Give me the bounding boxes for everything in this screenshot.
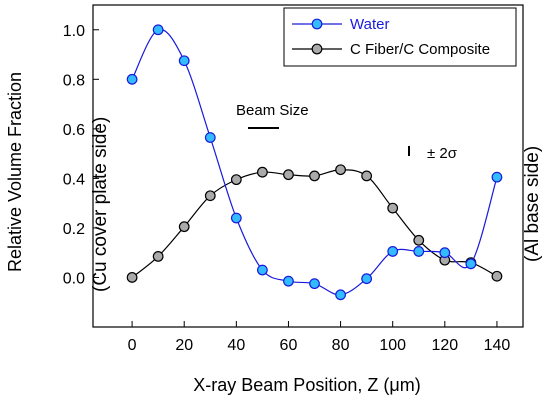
y-tick-label: 0.0 bbox=[63, 270, 85, 287]
right-side-label: (Al base side) bbox=[522, 146, 543, 262]
x-tick-label: 60 bbox=[280, 337, 298, 354]
data-point-composite bbox=[152, 251, 164, 262]
data-point-water bbox=[335, 289, 346, 301]
beam-size-label: Beam Size bbox=[236, 102, 309, 119]
y-axis-title: Relative Volume Fraction bbox=[5, 72, 25, 272]
data-point-composite bbox=[204, 190, 216, 202]
data-point-water bbox=[387, 246, 399, 257]
data-point-water bbox=[361, 273, 373, 285]
axis-ticks: 0 20 40 60 80 100 120 140 0.0 0.2 0.4 0.6 0.8 1.0 bbox=[63, 23, 511, 354]
data-point-composite bbox=[335, 164, 346, 176]
plot-frame bbox=[92, 4, 524, 328]
legend-water-marker bbox=[311, 18, 323, 30]
x-tick-label: 120 bbox=[431, 337, 458, 354]
data-point-water bbox=[204, 132, 216, 143]
data-point-composite bbox=[178, 221, 190, 233]
y-tick-label: 0.2 bbox=[63, 221, 85, 238]
y-tick-label: 0.6 bbox=[63, 122, 85, 139]
data-point-composite bbox=[126, 272, 138, 283]
x-axis-title-unit: μ bbox=[389, 375, 399, 395]
legend-composite-label: C Fiber/C Composite bbox=[350, 41, 490, 58]
y-tick-label: 1.0 bbox=[63, 23, 85, 40]
data-point-water bbox=[230, 212, 242, 224]
data-point-water bbox=[256, 264, 268, 276]
left-side-label: (Cu cover plate side) bbox=[90, 117, 111, 292]
data-point-water bbox=[126, 73, 138, 85]
data-point-water bbox=[465, 258, 477, 270]
x-axis-title-suffix: m) bbox=[400, 375, 421, 395]
x-tick-label: 100 bbox=[379, 337, 406, 354]
series-layer bbox=[126, 24, 503, 301]
data-point-composite bbox=[387, 202, 399, 214]
x-tick-label: 80 bbox=[332, 337, 350, 354]
x-tick-label: 20 bbox=[175, 337, 193, 354]
data-point-composite bbox=[491, 270, 503, 282]
data-point-water bbox=[439, 247, 451, 259]
data-point-water bbox=[309, 278, 320, 290]
data-point-water bbox=[152, 24, 164, 36]
legend-box bbox=[283, 7, 517, 67]
data-point-composite bbox=[230, 174, 242, 186]
data-point-composite bbox=[413, 234, 425, 246]
data-point-composite bbox=[283, 169, 294, 181]
error-bar-label: ± 2σ bbox=[427, 145, 458, 162]
legend-water-label: Water bbox=[350, 16, 389, 33]
data-point-composite bbox=[361, 170, 373, 182]
x-axis-title: X-ray Beam Position, Z (μm) bbox=[193, 375, 420, 395]
data-point-water bbox=[178, 55, 190, 67]
x-tick-label: 40 bbox=[227, 337, 245, 354]
legend-composite-marker bbox=[311, 43, 323, 55]
y-tick-label: 0.8 bbox=[63, 72, 85, 89]
data-point-water bbox=[491, 171, 503, 183]
legend: Water C Fiber/C Composite bbox=[283, 7, 517, 67]
data-point-water bbox=[283, 275, 294, 287]
data-point-composite bbox=[309, 170, 320, 182]
y-tick-label: 0.4 bbox=[63, 171, 85, 188]
x-tick-label: 0 bbox=[128, 337, 137, 354]
data-point-composite bbox=[256, 166, 268, 178]
data-point-water bbox=[413, 246, 425, 257]
x-axis-title-prefix: X-ray Beam Position, Z ( bbox=[193, 375, 389, 395]
x-tick-label: 140 bbox=[484, 337, 511, 354]
